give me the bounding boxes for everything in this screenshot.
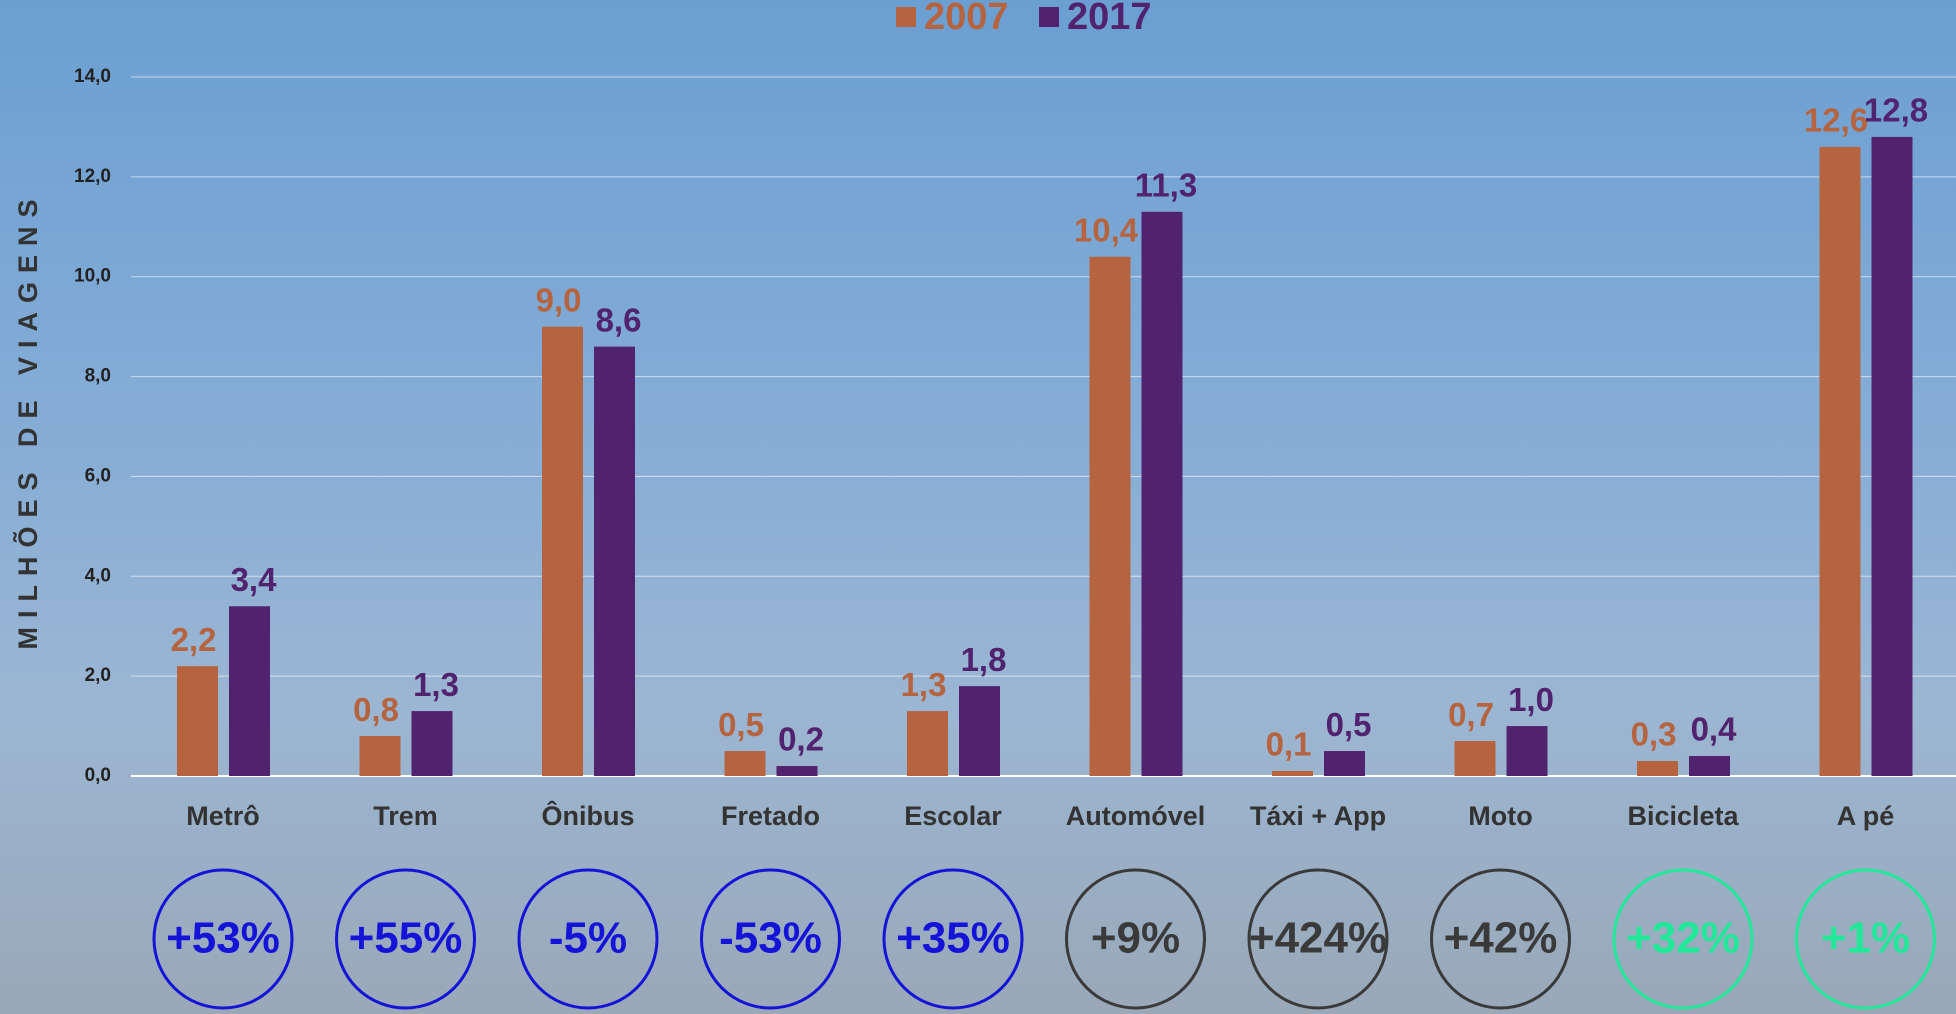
x-tick-label: Fretado [721,801,820,831]
value-label: 2,2 [171,621,217,658]
value-label: 9,0 [536,281,582,318]
legend-label: 2017 [1067,0,1152,38]
change-label: -5% [549,914,627,963]
x-tick-label: Escolar [904,801,1002,831]
bar [1820,147,1861,776]
change-label: +9% [1091,914,1180,963]
bar [594,347,635,776]
chart: MILHÕES DE VIAGENS 0,0 2,0 4,0 6,0 8,0 10,0 12… [0,0,1956,1014]
bar [1637,761,1678,776]
value-label: 0,4 [1691,711,1738,748]
bar [360,736,401,776]
value-label: 8,6 [596,301,642,338]
legend-label: 2007 [924,0,1009,38]
bar [725,751,766,776]
y-tick-label: 0,0 [85,765,111,786]
x-tick-label: Moto [1468,801,1532,831]
change-label: +55% [349,914,463,963]
bar [1455,741,1496,776]
x-tick-label: Ônibus [542,800,635,831]
value-label: 1,3 [413,666,459,703]
y-tick-label: 10,0 [74,266,111,287]
value-label: 1,8 [961,641,1007,678]
change-label: +35% [896,914,1010,963]
page: MILHÕES DE VIAGENS 0,0 2,0 4,0 6,0 8,0 10,0 12… [0,0,1956,1014]
x-tick-label: Bicicleta [1627,801,1739,831]
value-label: 0,2 [778,721,824,758]
value-label: 12,8 [1864,92,1928,129]
value-label: 3,4 [231,561,278,598]
bar [412,711,453,776]
change-label: +424% [1249,914,1387,963]
value-label: 0,5 [1326,706,1372,743]
value-label: 0,5 [718,706,764,743]
bar [229,606,270,776]
value-label: 1,3 [901,666,947,703]
change-label: +53% [166,914,280,963]
change-label: +32% [1626,914,1740,963]
bar [777,766,818,776]
legend-swatch [1039,7,1059,27]
bar [907,711,948,776]
value-label: 10,4 [1074,211,1139,248]
bar [1142,212,1183,776]
change-label: -53% [719,914,822,963]
value-label: 11,3 [1135,167,1197,204]
x-tick-label: A pé [1837,801,1895,831]
x-tick-label: Automóvel [1066,801,1206,831]
change-label: +42% [1444,914,1558,963]
value-label: 1,0 [1508,681,1554,718]
legend-swatch [896,7,916,27]
y-tick-label: 12,0 [74,166,111,187]
y-tick-label: 14,0 [74,66,111,87]
bar [1689,756,1730,776]
y-tick-label: 2,0 [85,665,111,686]
y-tick-label: 6,0 [85,465,111,486]
y-axis-label: MILHÕES DE VIAGENS [12,190,43,649]
bar [1872,137,1913,776]
bar [1272,771,1313,776]
value-label: 0,1 [1266,726,1312,763]
y-tick-label: 8,0 [85,366,111,387]
x-tick-label: Metrô [186,801,260,831]
bar [1324,751,1365,776]
value-label: 12,6 [1804,102,1868,139]
change-label: +1% [1821,914,1910,963]
value-label: 0,3 [1631,716,1677,753]
bar [1090,257,1131,776]
value-label: 0,8 [353,691,399,728]
bar [177,666,218,776]
bar [542,327,583,776]
x-tick-label: Táxi + App [1250,801,1386,831]
bar [1507,726,1548,776]
x-tick-label: Trem [373,801,438,831]
y-tick-label: 4,0 [85,565,111,586]
bar [959,686,1000,776]
value-label: 0,7 [1448,696,1494,733]
